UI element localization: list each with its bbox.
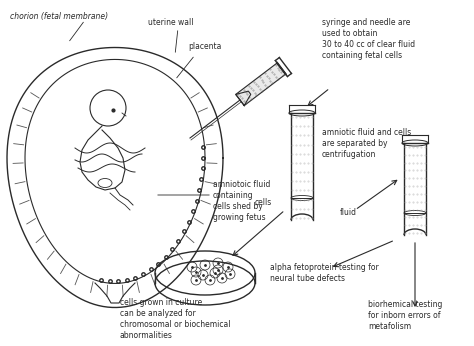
Text: syringe and needle are
used to obtain
30 to 40 cc of clear fluid
containing feta: syringe and needle are used to obtain 30… (322, 18, 415, 60)
Text: uterine wall: uterine wall (148, 18, 193, 27)
Polygon shape (236, 63, 286, 106)
Text: cells: cells (255, 198, 272, 207)
Text: placenta: placenta (188, 42, 221, 51)
Text: cells grown in culture
can be analyzed for
chromosomal or biochemical
abnormalit: cells grown in culture can be analyzed f… (120, 298, 230, 340)
Text: alpha fetoprotein testing for
neural tube defects: alpha fetoprotein testing for neural tub… (270, 263, 379, 283)
Text: biorhemical testing
for inborn errors of
metafolism: biorhemical testing for inborn errors of… (368, 300, 442, 331)
Text: chorion (fetal membrane): chorion (fetal membrane) (10, 12, 108, 21)
Text: amniotoic fluid
containing
cells shed by
growing fetus: amniotoic fluid containing cells shed by… (213, 180, 270, 222)
Text: amniotic fluid and cells
are separated by
centrifugation: amniotic fluid and cells are separated b… (322, 128, 411, 159)
Text: fluid: fluid (340, 208, 357, 217)
Polygon shape (236, 91, 251, 106)
